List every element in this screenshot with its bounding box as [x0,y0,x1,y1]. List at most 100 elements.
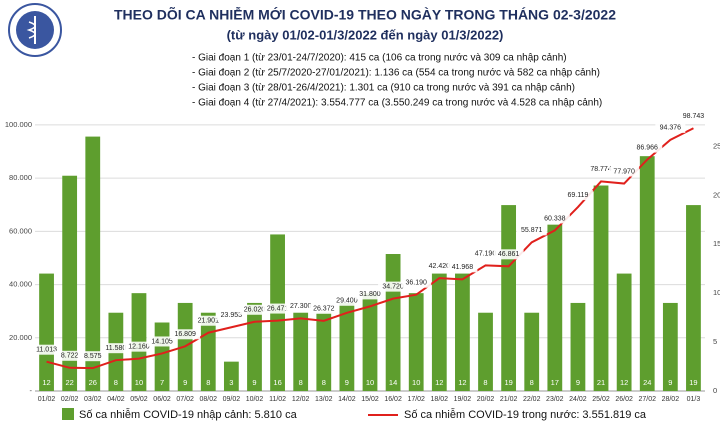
bar-value-label: 14 [389,378,397,387]
x-tick-label: 27/02 [638,396,656,403]
line-value-label: 26.020 [244,307,266,314]
x-tick-label: 12/02 [292,396,310,403]
bar-value-label: 8 [322,378,326,387]
y-tick-label: 60.000 [9,226,32,235]
bar [501,205,517,391]
value-label-bg [355,289,385,300]
bar-value-label: 12 [620,378,628,387]
line-value-label: 36.190 [405,280,427,287]
value-label-bg [100,343,131,354]
bar-value-label: 12 [42,378,50,387]
line-value-label: 69.119 [567,192,588,199]
x-tick-label: 17/02 [407,396,425,403]
x-tick-label: 14/02 [338,396,356,403]
value-label-bg [609,166,640,177]
x-tick-label: 11/02 [269,396,286,403]
line-value-label: 8.575 [84,353,102,360]
bar-value-label: 9 [183,378,187,387]
line-value-label: 12.160 [128,343,150,350]
note: - Giai đoạn 1 (từ 23/01-24/7/2020): 415 … [192,53,567,64]
line-value-label: 26.471 [267,305,289,312]
bar-value-label: 8 [206,378,210,387]
bar-value-label: 7 [160,378,164,387]
line-value-label: 29.400 [336,298,358,305]
value-label-bg [77,351,108,362]
x-tick-label: 21/02 [500,396,518,403]
x-tick-label: 15/02 [361,396,379,403]
bar-value-label: 9 [345,378,349,387]
bar-value-label: 3 [229,378,233,387]
bar [431,273,447,391]
line-value-label: 41.968 [452,264,474,271]
x-tick-label: 10/02 [246,396,264,403]
value-label-bg [239,304,270,315]
x-tick-label: 03/02 [84,396,102,403]
bar-value-label: 22 [65,378,73,387]
bar-value-label: 26 [89,378,97,387]
bar [293,312,309,391]
y-tick-label: 100.000 [5,120,32,129]
value-label-bg [378,281,409,292]
y2-tick-label: 0 [713,386,717,395]
x-tick-label: 19/02 [454,396,472,403]
bar [639,156,655,391]
bar-value-label: 12 [458,378,466,387]
value-label-bg [401,277,432,288]
bar [547,224,563,391]
line-value-label: 60.338 [544,215,566,222]
value-label-bg [586,164,617,175]
bar [339,302,355,391]
bar [455,273,470,391]
value-label-bg [216,310,247,321]
note: - Giai đoạn 3 (từ 28/01-26/4/2021): 1.30… [192,83,575,94]
line-value-label: 11.013 [36,347,57,354]
value-label-bg [424,261,455,272]
bar [686,205,701,391]
line-value-label: 77.970 [613,168,635,175]
x-tick-label: 23/02 [546,396,564,403]
line-value-label: 31.800 [359,291,381,298]
y-tick-label: - [30,386,33,395]
value-label-bg [262,303,293,314]
x-tick-label: 02/02 [61,396,79,403]
note: - Giai đoạn 2 (từ 25/7/2020-27/01/2021):… [192,68,600,79]
line-value-label: 42.420 [429,263,451,270]
x-tick-label: 18/02 [431,396,449,403]
bar-value-label: 9 [252,378,256,387]
bar-value-label: 19 [689,378,697,387]
bar-value-label: 21 [597,378,605,387]
x-tick-label: 28/02 [662,396,680,403]
value-label-bg [331,295,362,306]
bar [408,293,424,391]
line-value-label: 46.861 [498,251,520,258]
x-tick-label: 04/02 [107,396,125,403]
line-value-label: 27.300 [290,303,312,310]
x-tick-label: 01/02 [38,396,56,403]
value-label-bg [31,344,62,355]
x-tick-label: 16/02 [384,396,402,403]
line-value-label: 34.720 [382,283,404,290]
legend-label: Số ca nhiễm COVID-19 trong nước: 3.551.8… [404,408,647,421]
chart-title: THEO DÕI CA NHIỄM MỚI COVID-19 THEO NGÀY… [114,6,616,23]
line-value-label: 26.372 [313,306,335,313]
bar [223,361,239,391]
line-value-label: 23.953 [221,312,243,319]
x-tick-label: 22/02 [523,396,541,403]
bar-value-label: 12 [435,378,443,387]
bar [247,302,262,391]
bar-value-label: 10 [366,378,374,387]
value-label-bg [285,301,316,312]
bar-value-label: 16 [273,378,281,387]
value-label-bg [655,122,686,133]
bar-value-label: 10 [135,378,143,387]
x-tick-label: 05/02 [130,396,148,403]
bar [62,175,78,391]
line-value-label: 11.580 [105,345,126,352]
bar [616,273,632,391]
value-label-bg [308,303,339,314]
x-tick-label: 06/02 [153,396,171,403]
x-tick-label: 09/02 [223,396,241,403]
legend-label: Số ca nhiễm COVID-19 nhập cảnh: 5.810 ca [79,408,298,421]
value-label-bg [447,262,478,273]
